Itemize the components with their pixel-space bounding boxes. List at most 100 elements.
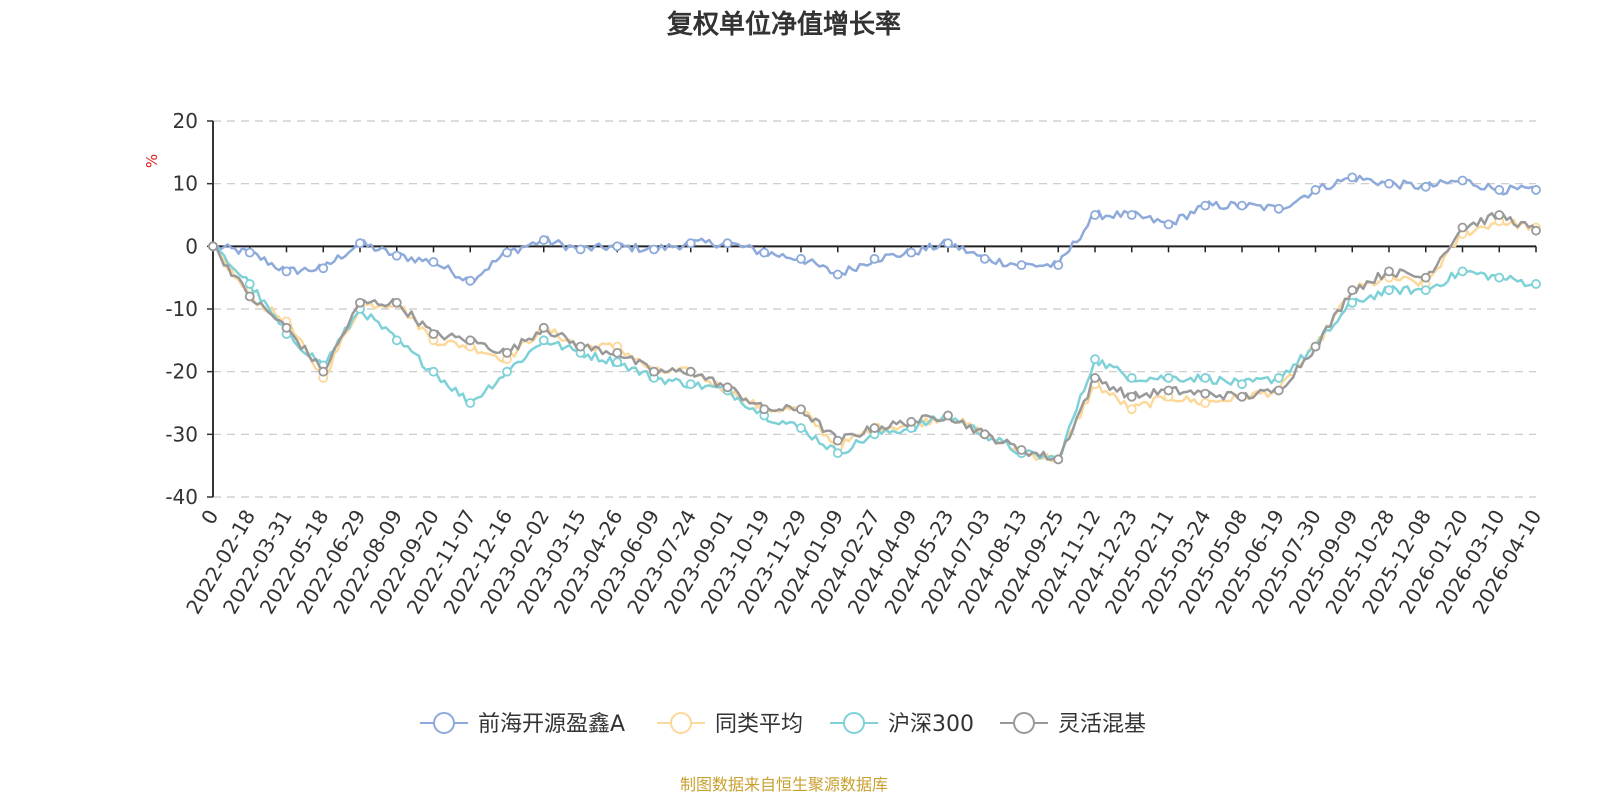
series-point-1	[1273, 203, 1284, 214]
series-point-3	[1457, 266, 1468, 277]
series-point-4	[391, 297, 402, 308]
series-group	[208, 172, 1541, 465]
series-point-4	[1531, 225, 1541, 236]
series-point-1	[685, 238, 696, 249]
series-point-1	[391, 250, 402, 261]
series-point-4	[1384, 266, 1394, 277]
series-point-1	[1310, 185, 1321, 195]
series-point-3	[502, 366, 512, 377]
legend-item-2[interactable]: 同类平均	[657, 712, 803, 737]
series-point-1	[649, 244, 659, 255]
series-point-4	[943, 410, 953, 421]
series-point-1	[538, 235, 549, 245]
series-point-4	[1053, 454, 1064, 465]
series-point-1	[1090, 210, 1100, 220]
series-point-1	[318, 263, 329, 274]
chart-title: 复权单位净值增长率	[667, 9, 901, 40]
series-point-4	[538, 322, 549, 333]
series-point-1	[1420, 181, 1431, 192]
series-point-4	[244, 291, 255, 302]
series-point-2	[1200, 398, 1211, 408]
series-point-4	[1347, 285, 1358, 296]
series-point-3	[538, 335, 549, 346]
series-point-1	[1200, 200, 1211, 211]
legend-label: 沪深300	[888, 712, 974, 737]
series-point-1	[575, 244, 586, 255]
series-point-4	[869, 423, 880, 433]
series-point-1	[906, 247, 917, 258]
series-point-3	[1090, 354, 1100, 365]
legend-marker-icon	[670, 712, 692, 734]
series-point-4	[759, 404, 770, 415]
series-point-4	[649, 366, 659, 377]
series-point-1	[281, 266, 292, 277]
series-point-1	[869, 253, 880, 264]
series-point-4	[1090, 373, 1100, 383]
series-point-4	[722, 382, 733, 393]
series-point-4	[502, 347, 512, 358]
series-point-1	[502, 247, 512, 258]
legend-marker-icon	[843, 712, 865, 734]
y-tick-label: 0	[185, 234, 198, 258]
series-point-1	[1494, 185, 1505, 195]
series-point-3	[244, 279, 255, 289]
series-point-4	[1237, 391, 1247, 402]
series-line-1	[212, 174, 1537, 284]
legend-marker-icon	[1013, 712, 1035, 734]
series-point-4	[465, 335, 476, 346]
legend-label: 前海开源盈鑫A	[478, 712, 625, 737]
axes: 20100-10-20-30-4002022-02-182022-03-3120…	[165, 109, 1546, 618]
x-tick-label: 0	[196, 506, 223, 529]
series-point-3	[1237, 379, 1247, 390]
series-point-1	[244, 247, 255, 258]
legend-item-3[interactable]: 沪深300	[830, 712, 974, 737]
series-point-4	[575, 341, 586, 352]
legend-item-4[interactable]: 灵活混基	[1000, 712, 1146, 737]
series-point-4	[906, 416, 917, 427]
series-point-3	[1273, 373, 1284, 383]
series-point-1	[465, 275, 476, 286]
series-point-2	[1126, 404, 1137, 415]
legend-item-1[interactable]: 前海开源盈鑫A	[420, 712, 625, 737]
series-point-1	[612, 241, 623, 252]
series-point-1	[355, 238, 365, 249]
series-point-3	[796, 423, 806, 433]
series-point-4	[979, 429, 990, 440]
series-point-4	[1457, 222, 1468, 233]
series-point-1	[1016, 260, 1027, 271]
series-point-3	[1347, 297, 1358, 308]
legend-marker-icon	[433, 712, 455, 734]
series-point-4	[832, 435, 843, 446]
y-tick-label: 20	[173, 109, 198, 133]
series-point-4	[1494, 210, 1505, 220]
series-point-3	[428, 366, 439, 377]
y-tick-label: -40	[165, 485, 198, 509]
series-point-1	[1053, 260, 1064, 271]
legend[interactable]: 前海开源盈鑫A 同类平均 沪深300 灵活混基	[420, 712, 1146, 737]
y-tick-label: 10	[173, 172, 198, 196]
series-point-4	[685, 366, 696, 377]
series-point-1	[722, 238, 733, 249]
series-point-1	[1457, 175, 1468, 186]
series-point-4	[1126, 391, 1137, 402]
series-point-4	[208, 241, 218, 252]
series-point-3	[1384, 285, 1394, 296]
series-point-4	[796, 404, 806, 415]
legend-label: 灵活混基	[1058, 712, 1146, 737]
series-point-1	[428, 257, 439, 267]
series-point-1	[943, 238, 953, 249]
source-note: 制图数据来自恒生聚源数据库	[680, 775, 888, 794]
series-point-1	[1347, 172, 1358, 183]
series-point-3	[1531, 279, 1541, 289]
legend-label: 同类平均	[715, 712, 803, 737]
series-point-4	[1310, 341, 1321, 352]
series-point-3	[1494, 272, 1505, 283]
series-point-3	[391, 335, 402, 346]
series-point-4	[1273, 385, 1284, 396]
series-point-3	[612, 357, 623, 368]
y-tick-label: -20	[165, 360, 198, 384]
series-point-1	[1237, 200, 1247, 211]
series-point-4	[1163, 385, 1174, 396]
series-point-4	[318, 366, 329, 377]
